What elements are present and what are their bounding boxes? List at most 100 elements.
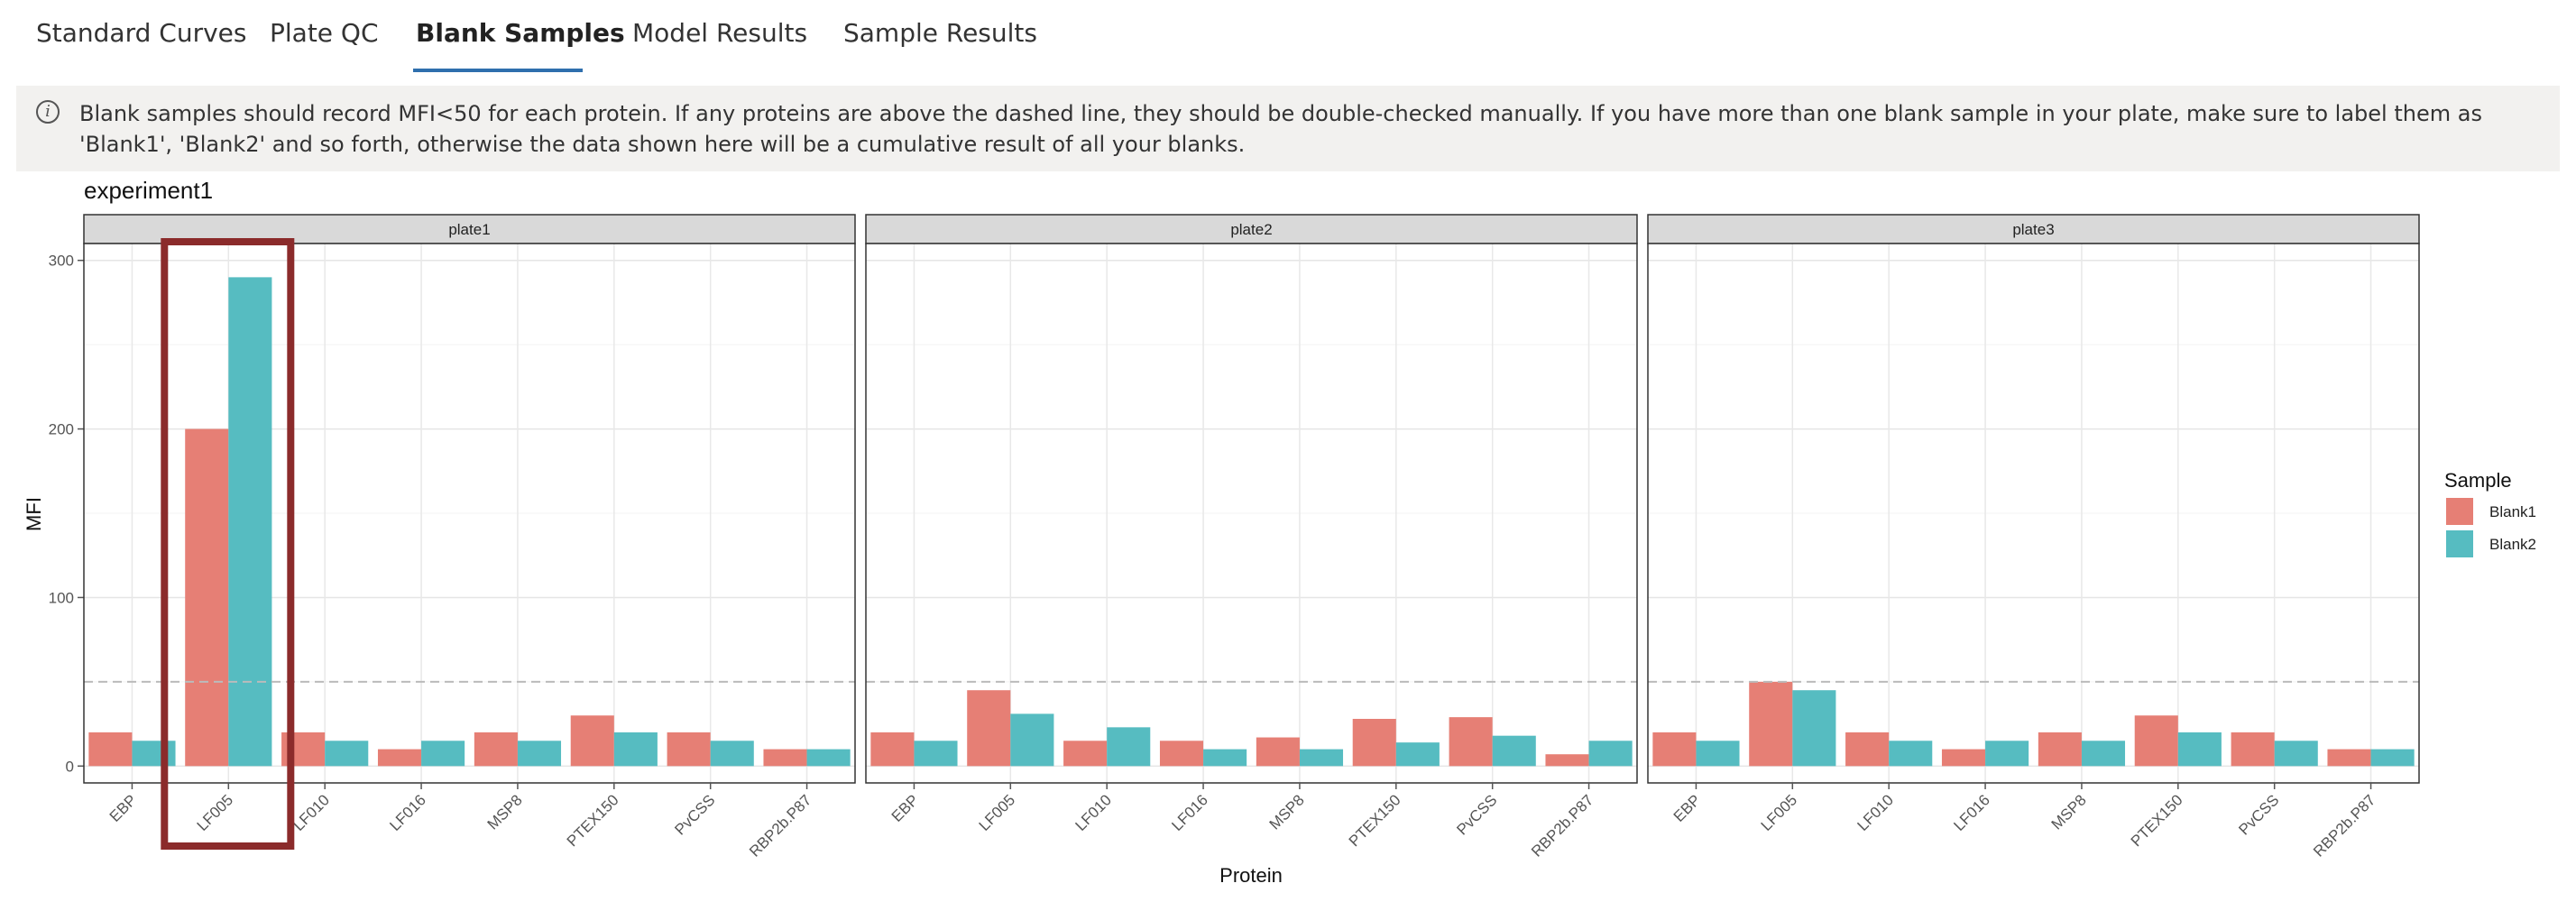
bar-blank1-ptex150 — [1352, 718, 1396, 767]
panel-plate3: plate3 EBP LF005 LF010 LF016 MSP8 PTEX150 PvCSS… — [1647, 214, 2420, 860]
bar-blank2-pvcss — [710, 741, 754, 767]
bar-blank1-msp8 — [474, 732, 518, 767]
x-tick-label: PTEX150 — [564, 791, 622, 850]
bar-blank1-lf005 — [1749, 681, 1793, 767]
x-tick-label: LF005 — [194, 791, 237, 834]
bar-blank1-rbp2b-p87 — [1545, 754, 1589, 767]
bar-blank2-lf016 — [421, 741, 465, 767]
bar-blank1-pvcss — [2231, 732, 2275, 767]
legend-swatch — [2446, 498, 2473, 525]
x-tick-label: RBP2b.P87 — [746, 791, 814, 860]
bar-blank2-lf005 — [228, 277, 272, 767]
legend-label: Blank1 — [2489, 503, 2536, 520]
x-tick-label: PTEX150 — [2128, 791, 2186, 850]
bar-blank2-rbp2b-p87 — [1588, 741, 1633, 767]
bar-blank1-pvcss — [667, 732, 711, 767]
bar-blank2-lf010 — [325, 741, 369, 767]
bar-blank1-msp8 — [2038, 732, 2082, 767]
y-tick-label: 0 — [66, 758, 74, 775]
bar-blank1-lf016 — [1159, 741, 1204, 767]
panel-label: plate2 — [1230, 221, 1272, 238]
tab-bar: Standard Curves Plate QC Blank Samples M… — [0, 0, 2576, 78]
x-tick-label: RBP2b.P87 — [1528, 791, 1596, 860]
active-tab-indicator — [413, 69, 583, 72]
chart-title: experiment1 — [84, 177, 213, 204]
legend-title: Sample — [2444, 469, 2512, 492]
bar-blank2-pvcss — [1492, 735, 1536, 767]
x-tick-label: LF005 — [1758, 791, 1801, 834]
legend: Sample Blank1 Blank2 — [2444, 469, 2536, 557]
panel-strip — [1647, 214, 2420, 244]
bar-blank1-lf010 — [1063, 741, 1108, 767]
bar-blank2-lf010 — [1889, 741, 1933, 767]
blank-samples-chart: experiment1 MFI 0 100 200 300 plate1 EBP LF005 LF… — [23, 177, 2536, 887]
bar-blank2-ebp — [1696, 741, 1740, 767]
bar-blank2-ptex150 — [1395, 742, 1440, 767]
bar-blank1-lf005 — [967, 690, 1011, 767]
bar-blank2-ptex150 — [613, 732, 658, 767]
x-tick-label: MSP8 — [2048, 791, 2090, 833]
bar-blank2-ebp — [132, 741, 176, 767]
panel-strip — [865, 214, 1638, 244]
bar-blank2-lf010 — [1107, 727, 1151, 767]
x-tick-label: RBP2b.P87 — [2310, 791, 2378, 860]
bar-blank2-rbp2b-p87 — [806, 749, 851, 767]
x-tick-label: LF010 — [1072, 791, 1115, 834]
info-text: Blank samples should record MFI<50 for e… — [79, 101, 2482, 157]
x-tick-label: LF005 — [976, 791, 1019, 834]
tab-plate-qc[interactable]: Plate QC — [270, 18, 379, 48]
x-tick-label: PTEX150 — [1346, 791, 1404, 850]
bar-blank1-rbp2b-p87 — [2327, 749, 2371, 767]
x-tick-label: MSP8 — [484, 791, 526, 833]
x-tick-label: LF016 — [386, 791, 429, 834]
bar-blank1-rbp2b-p87 — [763, 749, 807, 767]
panel-label: plate3 — [2012, 221, 2054, 238]
y-tick-label: 100 — [49, 589, 74, 606]
x-tick-label: EBP — [106, 791, 140, 824]
bar-blank1-ebp — [88, 732, 133, 767]
bar-blank2-lf016 — [1985, 741, 2029, 767]
highlight-box — [161, 238, 295, 850]
panel-border — [1647, 243, 2420, 784]
panel-border — [83, 243, 856, 784]
x-tick-label: PvCSS — [2235, 791, 2282, 838]
bar-blank2-msp8 — [1299, 749, 1344, 767]
x-tick-label: EBP — [1670, 791, 1704, 824]
tab-standard-curves[interactable]: Standard Curves — [36, 18, 247, 48]
bar-blank2-ebp — [914, 741, 958, 767]
bar-blank2-ptex150 — [2177, 732, 2222, 767]
tab-blank-samples[interactable]: Blank Samples — [416, 18, 625, 48]
bar-blank1-pvcss — [1449, 717, 1493, 767]
tab-model-results[interactable]: Model Results — [632, 18, 808, 48]
bar-blank2-pvcss — [2274, 741, 2318, 767]
info-icon: i — [36, 100, 60, 124]
bar-blank2-msp8 — [517, 741, 562, 767]
x-tick-label: PvCSS — [1453, 791, 1500, 838]
tab-sample-results[interactable]: Sample Results — [843, 18, 1037, 48]
bar-blank1-ebp — [1652, 732, 1697, 767]
panel-plate2: plate2 EBP LF005 LF010 LF016 MSP8 PTEX150 PvCSS… — [865, 214, 1638, 860]
y-tick-label: 300 — [49, 253, 74, 270]
bar-blank1-msp8 — [1256, 737, 1300, 767]
x-tick-label: LF010 — [290, 791, 333, 834]
panel-label: plate1 — [448, 221, 490, 238]
x-tick-label: PvCSS — [671, 791, 718, 838]
legend-label: Blank2 — [2489, 536, 2536, 553]
bar-blank2-msp8 — [2081, 741, 2126, 767]
x-axis-label: Protein — [1219, 864, 1283, 887]
x-tick-label: LF010 — [1854, 791, 1897, 834]
bar-blank2-rbp2b-p87 — [2370, 749, 2415, 767]
bar-blank1-ptex150 — [2134, 715, 2178, 767]
bar-blank1-lf016 — [1941, 749, 1986, 767]
panel-border — [865, 243, 1638, 784]
bar-blank1-lf010 — [1845, 732, 1890, 767]
bar-blank2-lf016 — [1203, 749, 1247, 767]
bar-blank1-ptex150 — [570, 715, 614, 767]
bar-blank1-lf005 — [185, 428, 229, 767]
bar-blank1-lf016 — [377, 749, 422, 767]
bar-blank2-lf005 — [1010, 713, 1054, 767]
info-banner: i Blank samples should record MFI<50 for… — [16, 86, 2560, 171]
panel-plate1: plate1 EBP LF005 LF010 LF016 MSP8 PTEX150 PvCSS… — [83, 214, 856, 860]
x-tick-label: MSP8 — [1266, 791, 1308, 833]
x-tick-label: EBP — [888, 791, 922, 824]
